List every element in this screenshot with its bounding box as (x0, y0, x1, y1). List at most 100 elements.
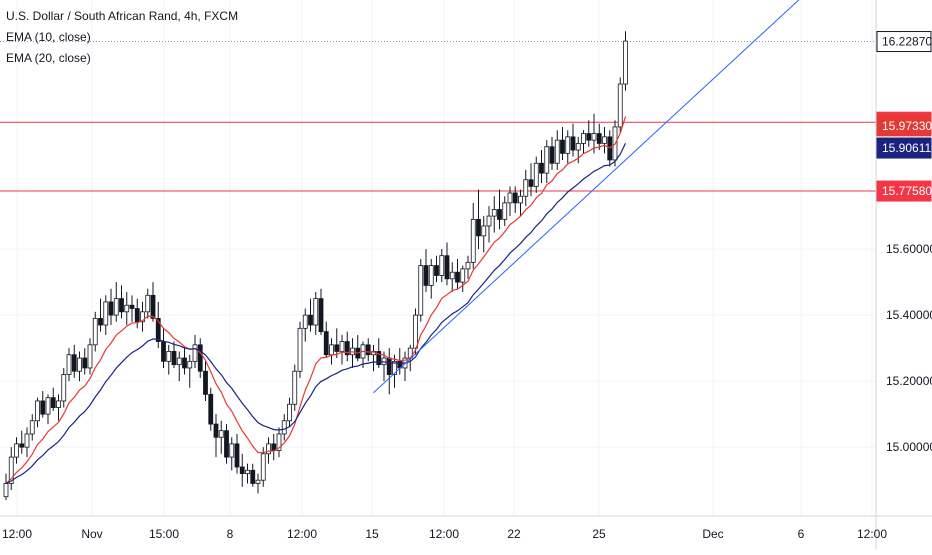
candle-body[interactable] (570, 136, 576, 151)
candle-body[interactable] (250, 469, 256, 484)
candle-body[interactable] (575, 143, 581, 151)
candle-body[interactable] (271, 443, 277, 451)
candle-body[interactable] (150, 294, 156, 319)
candle-body[interactable] (8, 456, 14, 484)
candle-body[interactable] (92, 318, 98, 346)
candle-body[interactable] (103, 301, 109, 326)
candle-body[interactable] (245, 469, 250, 474)
candle-body[interactable] (171, 351, 177, 366)
candle-body[interactable] (266, 443, 271, 455)
candle-body[interactable] (77, 357, 82, 372)
candle-body[interactable] (455, 271, 460, 283)
candle-body[interactable] (581, 133, 586, 144)
ema10-legend[interactable]: EMA (10, close) (6, 30, 91, 44)
candle-body[interactable] (365, 344, 371, 356)
candle-body[interactable] (392, 360, 397, 375)
candle-body[interactable] (323, 331, 329, 356)
candle-body[interactable] (166, 351, 172, 362)
candle-body[interactable] (213, 423, 219, 438)
candle-body[interactable] (428, 265, 434, 286)
candle-body[interactable] (134, 308, 140, 323)
candle-body[interactable] (549, 146, 555, 164)
candle-body[interactable] (318, 298, 324, 333)
candle-body[interactable] (187, 360, 193, 369)
candle-body[interactable] (512, 192, 518, 204)
candle-body[interactable] (334, 344, 340, 352)
candle-body[interactable] (29, 420, 35, 435)
candle-body[interactable] (470, 218, 476, 263)
chart-title[interactable]: U.S. Dollar / South African Rand, 4h, FX… (6, 9, 239, 23)
candle-body[interactable] (460, 268, 466, 283)
candle-body[interactable] (140, 311, 145, 323)
candle-body[interactable] (449, 271, 455, 280)
candle-body[interactable] (56, 400, 61, 408)
candle-body[interactable] (444, 255, 450, 280)
candle-body[interactable] (329, 344, 334, 356)
candle-body[interactable] (119, 298, 124, 313)
candle-body[interactable] (507, 192, 513, 204)
candle-body[interactable] (533, 162, 539, 187)
candle-body[interactable] (218, 430, 224, 438)
candle-body[interactable] (544, 146, 550, 174)
trendline[interactable] (373, 0, 801, 394)
candle-body[interactable] (66, 354, 72, 375)
candle-body[interactable] (129, 304, 135, 309)
candle-body[interactable] (239, 466, 245, 474)
candle-body[interactable] (518, 195, 523, 204)
candle-body[interactable] (192, 344, 198, 362)
candle-body[interactable] (539, 162, 544, 174)
candle-body[interactable] (287, 403, 292, 422)
candle-body[interactable] (176, 357, 182, 366)
candle-body[interactable] (591, 133, 597, 141)
candle-body[interactable] (113, 298, 119, 316)
candle-body[interactable] (413, 314, 418, 349)
candle-body[interactable] (24, 433, 30, 448)
candle-body[interactable] (87, 344, 93, 369)
time-axis[interactable]: 12:00 Nov 15:00 8 12:00 15 12:00 22 25 Dec 6 12:00 (2, 527, 887, 541)
candle-body[interactable] (182, 357, 187, 369)
candle-body[interactable] (313, 298, 319, 326)
candle-body[interactable] (497, 209, 502, 220)
candle-body[interactable] (40, 400, 46, 415)
candle-body[interactable] (302, 314, 308, 329)
candle-body[interactable] (3, 483, 9, 498)
candle-body[interactable] (50, 397, 56, 408)
candle-body[interactable] (197, 344, 203, 372)
candle-body[interactable] (476, 218, 481, 237)
candle-body[interactable] (596, 133, 602, 144)
candle-body[interactable] (82, 357, 88, 369)
ema20-legend[interactable]: EMA (20, close) (6, 51, 91, 65)
candle-body[interactable] (292, 370, 298, 405)
ema20-line[interactable] (5, 143, 627, 485)
candle-body[interactable] (554, 139, 560, 164)
candle-body[interactable] (602, 136, 607, 144)
candle-body[interactable] (71, 354, 77, 372)
candle-body[interactable] (465, 261, 471, 270)
candle-body[interactable] (423, 265, 429, 286)
candle-body[interactable] (108, 301, 114, 316)
candle-body[interactable] (45, 397, 51, 415)
candle-body[interactable] (61, 374, 67, 402)
candle-body[interactable] (35, 400, 40, 422)
candle-body[interactable] (560, 139, 565, 154)
candle-body[interactable] (19, 443, 25, 448)
candle-body[interactable] (260, 453, 266, 481)
candle-body[interactable] (297, 327, 303, 372)
candle-body[interactable] (439, 255, 445, 276)
candle-body[interactable] (528, 179, 534, 187)
candle-body[interactable] (208, 393, 214, 425)
price-axis[interactable]: 15.00000 15.20000 15.40000 15.60000 (886, 242, 932, 454)
candle-body[interactable] (486, 215, 492, 227)
candle-body[interactable] (617, 83, 623, 128)
candle-body[interactable] (586, 133, 592, 141)
candle-body[interactable] (491, 209, 497, 217)
candle-body[interactable] (161, 341, 166, 362)
candle-body[interactable] (565, 136, 571, 154)
candle-body[interactable] (623, 40, 628, 85)
candle-body[interactable] (376, 351, 382, 366)
candle-body[interactable] (434, 265, 439, 276)
candle-body[interactable] (203, 370, 208, 395)
candle-body[interactable] (155, 318, 161, 342)
